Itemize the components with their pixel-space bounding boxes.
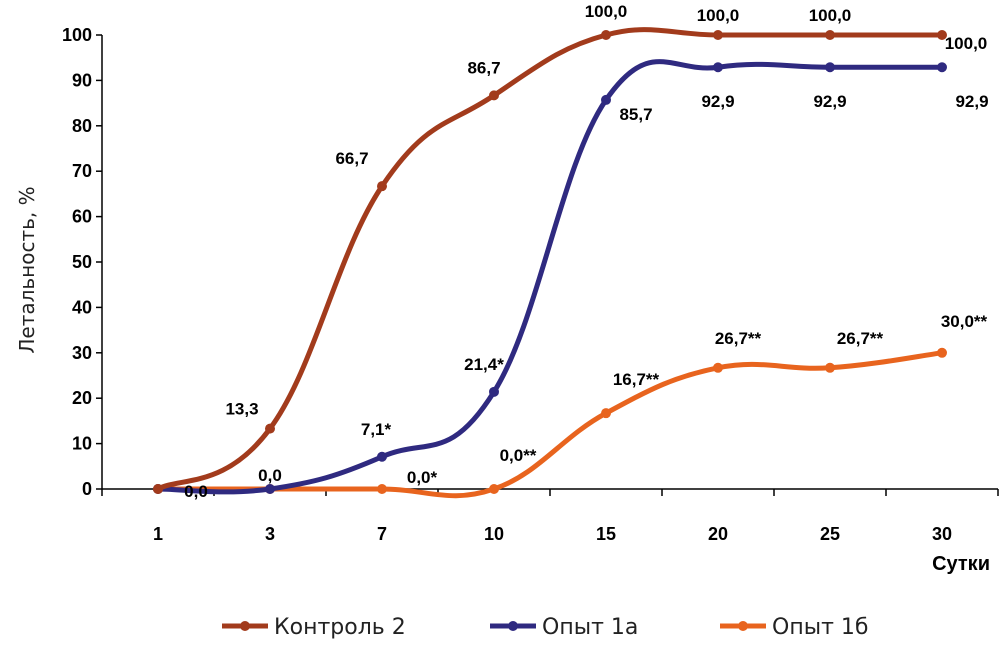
data-label: 13,3: [225, 400, 258, 419]
data-label: 21,4*: [464, 355, 504, 374]
data-point: [377, 451, 387, 462]
y-tick-label: 100: [62, 25, 92, 45]
x-tick-label: 3: [265, 524, 275, 544]
data-label: 86,7: [467, 58, 500, 77]
data-point: [937, 30, 947, 40]
data-label: 0,0: [258, 466, 282, 485]
data-label: 7,1*: [361, 420, 392, 439]
data-point: [601, 408, 611, 419]
data-point: [489, 484, 499, 494]
legend-label: Контроль 2: [274, 615, 406, 640]
series-lines: [153, 27, 947, 499]
y-tick-label: 60: [72, 207, 92, 227]
data-label: 30,0**: [941, 312, 988, 331]
y-tick-label: 70: [72, 161, 92, 181]
data-point: [713, 62, 723, 73]
legend-item-control-2: Контроль 2: [222, 615, 406, 640]
legend-item-experiment-1b: Опыт 1б: [720, 615, 868, 640]
chart-axes: [101, 35, 998, 490]
data-label: 92,9: [701, 92, 734, 111]
legend-swatch-marker: [240, 621, 250, 631]
x-tick-label: 20: [708, 524, 728, 544]
data-point: [489, 386, 499, 397]
data-point: [153, 484, 163, 494]
data-label: 26,7**: [715, 329, 762, 348]
data-point: [713, 30, 723, 40]
y-tick-label: 90: [72, 70, 92, 90]
legend-item-experiment-1a: Опыт 1а: [490, 615, 638, 640]
y-axis-label: Летальность, %: [15, 186, 39, 353]
y-tick-label: 20: [72, 388, 92, 408]
data-point: [825, 362, 835, 373]
data-point: [825, 30, 835, 40]
data-point: [601, 94, 611, 105]
data-label: 100,0: [809, 6, 852, 25]
series-line: [155, 27, 945, 492]
chart-legend: Контроль 2 Опыт 1а Опыт 1б: [222, 615, 868, 640]
data-label: 66,7: [335, 149, 368, 168]
data-point: [265, 423, 275, 434]
series-line: [155, 59, 945, 495]
data-label: 26,7**: [837, 329, 884, 348]
data-point: [377, 484, 387, 494]
y-tick-label: 50: [72, 252, 92, 272]
x-tick-label: 10: [484, 524, 504, 544]
legend-swatch-marker: [738, 621, 748, 631]
data-label: 85,7: [619, 105, 652, 124]
series-line: [155, 350, 945, 499]
data-point: [713, 362, 723, 373]
data-point: [937, 62, 947, 73]
data-label: 100,0: [585, 2, 628, 21]
x-tick-label: 7: [377, 524, 387, 544]
y-tick-label: 30: [72, 343, 92, 363]
y-tick-label: 10: [72, 434, 92, 454]
data-label: 100,0: [697, 6, 740, 25]
x-axis-ticks: 1 3 7 10 15 20 25 30: [101, 489, 999, 544]
data-label: 0,0: [184, 482, 208, 501]
data-point: [489, 90, 499, 101]
y-tick-label: 80: [72, 116, 92, 136]
data-label: 100,0: [945, 34, 988, 53]
data-point: [937, 347, 947, 358]
legend-label: Опыт 1а: [542, 615, 638, 640]
x-tick-label: 15: [596, 524, 616, 544]
data-point: [601, 30, 611, 40]
data-point: [377, 181, 387, 192]
x-axis-label: Сутки: [932, 553, 990, 575]
data-label: 0,0**: [500, 446, 537, 465]
y-axis-ticks: 0 10 20 30 40 50 60 70 80 90 100: [62, 25, 102, 499]
x-tick-label: 30: [932, 524, 952, 544]
data-label: 0,0*: [407, 468, 438, 487]
data-label: 92,9: [955, 92, 988, 111]
legend-label: Опыт 1б: [772, 615, 868, 640]
y-tick-label: 40: [72, 297, 92, 317]
y-tick-label: 0: [82, 479, 92, 499]
series-control-2: [153, 27, 947, 494]
data-label: 92,9: [813, 92, 846, 111]
x-tick-label: 25: [820, 524, 840, 544]
data-label: 16,7**: [613, 370, 660, 389]
data-point: [265, 484, 275, 494]
data-point: [825, 62, 835, 73]
data-labels: 13,3 66,7 86,7 100,0 100,0 100,0 100,0 0,0 0,0 7,…: [184, 2, 988, 501]
legend-swatch-marker: [508, 621, 518, 631]
x-tick-label: 1: [153, 524, 163, 544]
